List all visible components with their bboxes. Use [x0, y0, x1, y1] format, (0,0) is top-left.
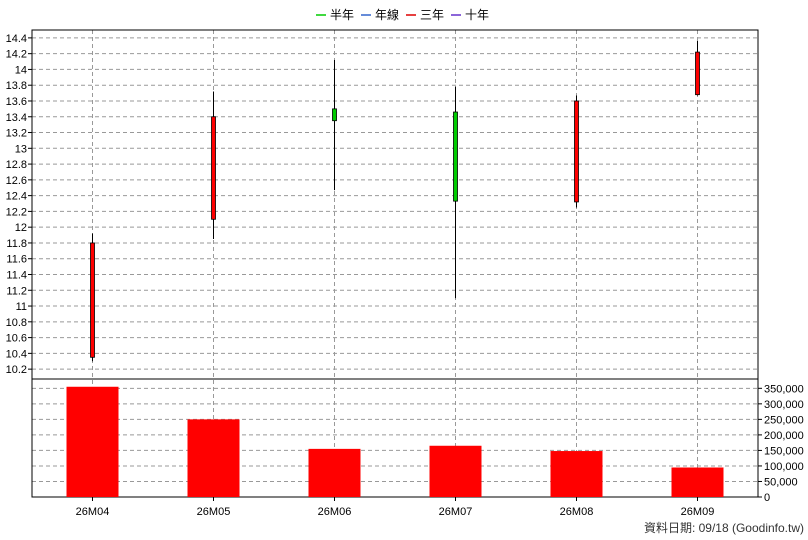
chart-grid: [32, 30, 758, 497]
price-tick-label: 11: [16, 301, 27, 313]
x-tick-label: 26M08: [560, 506, 594, 518]
chart-legend: 半年 年線 三年 十年: [316, 7, 489, 22]
volume-bar: [550, 451, 603, 497]
price-tick-label: 13.8: [6, 80, 27, 92]
plot-frame: [31, 29, 759, 498]
price-tick-label: 12.4: [6, 191, 27, 203]
volume-pane-border: [31, 378, 759, 498]
price-tick-label: 12.2: [6, 206, 27, 218]
price-tick-label: 14: [15, 64, 27, 76]
price-tick-label: 13.4: [6, 112, 27, 124]
data-source-label: 資料日期: 09/18 (Goodinfo.tw): [643, 521, 804, 535]
price-tick-label: 12.8: [6, 159, 27, 171]
candle-body: [211, 116, 216, 220]
legend-label-2: 三年: [420, 8, 444, 22]
candle-body: [695, 51, 700, 96]
price-tick-label: 12.6: [6, 175, 27, 187]
legend-label-3: 十年: [465, 8, 489, 22]
x-tick-label: 26M05: [197, 506, 231, 518]
price-tick-label: 10.4: [6, 348, 27, 360]
price-tick-label: 13.6: [6, 96, 27, 108]
volume-axis: 0 50,000 100,000 150,000 200,000 250,000 300,0…: [758, 383, 804, 504]
volume-tick-label: 0: [764, 492, 770, 504]
x-tick-label: 26M04: [76, 506, 110, 518]
volume-bar: [308, 448, 361, 497]
price-tick-label: 12: [15, 222, 27, 234]
legend-label-1: 年線: [375, 7, 399, 22]
volume-tick-label: 350,000: [764, 383, 804, 395]
candle-body: [332, 108, 337, 122]
price-tick-label: 14.4: [6, 33, 27, 45]
volume-series: [66, 386, 724, 497]
candle-body: [90, 242, 95, 358]
price-tick-label: 13.2: [6, 128, 27, 140]
volume-tick-label: 250,000: [764, 414, 804, 426]
price-pane-border: [31, 29, 759, 380]
x-tick-label: 26M07: [439, 506, 473, 518]
price-tick-label: 10.8: [6, 317, 27, 329]
candlestick-series: [90, 41, 700, 362]
price-tick-label: 14.2: [6, 49, 27, 61]
legend-label-0: 半年: [330, 8, 354, 22]
volume-tick-label: 100,000: [764, 461, 804, 473]
volume-tick-label: 200,000: [764, 430, 804, 442]
price-tick-label: 10.2: [6, 364, 27, 376]
price-tick-label: 11.8: [6, 238, 27, 250]
x-tick-label: 26M09: [681, 506, 715, 518]
price-axis: 10.2 10.4 10.6 10.8 11 11.2 11.4 11.6 11.8 12 12.2…: [6, 33, 32, 376]
volume-bar: [66, 386, 119, 497]
volume-tick-label: 150,000: [764, 445, 804, 457]
volume-tick-label: 50,000: [764, 476, 798, 488]
price-tick-label: 11.6: [6, 254, 27, 266]
volume-tick-label: 300,000: [764, 399, 804, 411]
volume-bar: [429, 445, 482, 497]
price-tick-label: 11.2: [6, 285, 27, 297]
volume-bar: [187, 419, 240, 497]
candle-body: [574, 100, 579, 203]
x-tick-label: 26M06: [318, 506, 352, 518]
price-tick-label: 11.4: [6, 269, 27, 281]
volume-bar: [671, 467, 724, 497]
x-axis: 26M04 26M05 26M06 26M07 26M08 26M09: [76, 497, 715, 518]
price-tick-label: 13: [15, 143, 27, 155]
candle-body: [453, 111, 458, 202]
price-tick-label: 10.6: [6, 333, 27, 345]
